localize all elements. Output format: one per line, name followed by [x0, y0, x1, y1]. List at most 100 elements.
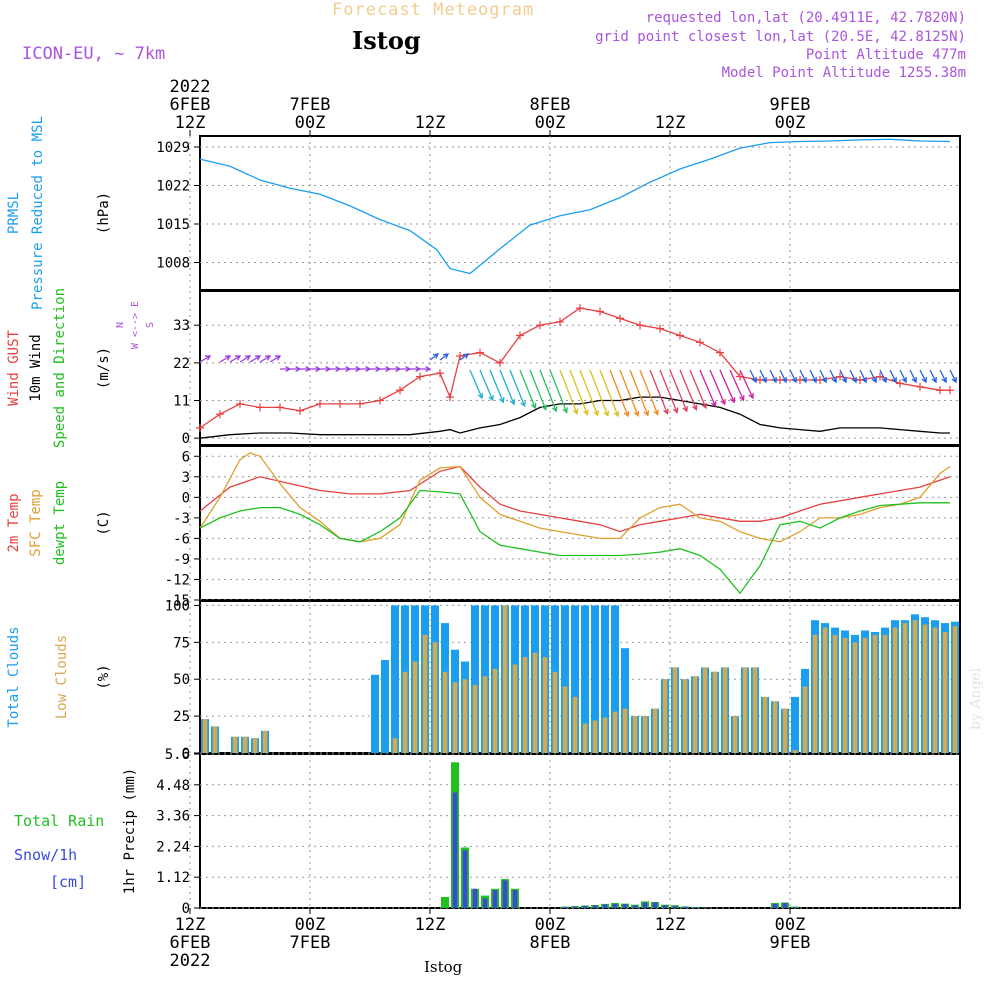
temperature-ytick-label: 6: [182, 449, 190, 465]
precip-legend: [cm]: [50, 873, 86, 891]
gust-marker: [576, 304, 584, 313]
clouds-bar: [882, 634, 888, 753]
temperature-ytick-label: -9: [173, 552, 190, 568]
gust-marker: [556, 317, 564, 326]
wind-direction-arrow: [370, 366, 382, 372]
gust-marker: [516, 331, 524, 340]
wind-direction-arrow: [259, 355, 272, 363]
gust-marker: [236, 399, 244, 408]
gust-marker: [476, 348, 484, 357]
wind-direction-arrow: [949, 369, 957, 384]
requested-coords: requested lon,lat (20.4911E, 42.7820N): [645, 10, 966, 26]
gust-marker: [416, 372, 424, 381]
time-label-top: 00Z: [295, 113, 326, 133]
clouds-bar: [502, 605, 508, 753]
clouds-bar: [202, 719, 208, 753]
wind-direction-arrow: [739, 369, 754, 400]
clouds-bar: [832, 634, 838, 753]
temperature-ytick-label: -12: [165, 572, 190, 588]
time-label-top: 12Z: [655, 113, 686, 133]
clouds-bar: [712, 671, 718, 753]
gust-marker: [536, 321, 544, 330]
clouds-bar: [462, 679, 468, 753]
clouds-bar: [391, 605, 399, 753]
pressure-panel: 1008 1015 1022 1029 PRMSL Pressure Reduced to…: [6, 116, 961, 310]
precip-bar: [482, 898, 488, 908]
gust-marker: [716, 348, 724, 357]
clouds-bar: [872, 634, 878, 753]
clouds-bar: [822, 627, 828, 753]
clouds-bar: [262, 730, 268, 753]
gust-marker: [276, 403, 284, 412]
wind-direction-arrow: [499, 369, 516, 406]
wind-direction-arrow: [280, 366, 292, 372]
wind-direction-arrow: [579, 369, 599, 417]
wind-direction-arrow: [919, 369, 927, 384]
wind-ytick-label: 33: [173, 318, 190, 334]
time-label-bottom: 12Z: [415, 915, 446, 935]
gust-marker: [296, 406, 304, 415]
time-label-top: 6FEB: [170, 95, 211, 115]
time-label-bottom: 7FEB: [290, 933, 331, 953]
time-label-top: 8FEB: [530, 95, 571, 115]
wind-direction-arrow: [779, 369, 787, 384]
gust-marker: [596, 307, 604, 316]
clouds-bar: [472, 685, 478, 753]
wind-direction-arrow: [400, 366, 412, 372]
clouds-bar: [912, 620, 918, 753]
gust-marker: [946, 386, 954, 395]
wind-direction-arrow: [819, 369, 827, 384]
time-label-top: 2022: [170, 77, 211, 97]
gust-marker: [446, 393, 454, 402]
gust-marker: [316, 399, 324, 408]
clouds-bar: [591, 605, 599, 753]
precip-ytick-label: 1.12: [156, 870, 190, 886]
wind-direction-arrow: [310, 366, 322, 372]
clouds-bar: [932, 627, 938, 753]
clouds-bar: [752, 667, 758, 753]
wind-direction-arrow: [869, 369, 877, 384]
compass-s: S: [145, 322, 156, 328]
clouds-bar: [601, 605, 609, 753]
temperature-ytick-label: 3: [182, 470, 190, 486]
pressure-ylabel: Pressure Reduced to MSL: [30, 116, 46, 310]
clouds-bar: [592, 720, 598, 753]
wind-direction-arrow: [569, 369, 589, 416]
temperature-ytick-label: -15: [165, 593, 190, 609]
clouds-bar: [632, 716, 638, 753]
time-label-bottom: 00Z: [295, 915, 326, 935]
wind-direction-arrow: [380, 366, 392, 372]
wind-direction-arrow: [439, 353, 450, 361]
precip-bar: [632, 905, 638, 909]
precip-bar: [502, 880, 508, 908]
wind-ytick-label: 22: [173, 356, 190, 372]
temperature-series-line: [199, 465, 951, 533]
temperature-panel: -15 -12 -9 -6 -3 0 3 6 2m Temp SFC Temp dewpt Temp…: [6, 445, 961, 609]
wind-direction-arrow: [539, 369, 558, 413]
clouds-bar: [682, 679, 688, 753]
wind-ylabel: 10m Wind: [28, 334, 44, 401]
wind-direction-arrow: [749, 369, 757, 384]
temperature-ylabel: SFC Temp: [28, 489, 44, 556]
gust-marker: [676, 331, 684, 340]
gust-marker: [196, 423, 204, 432]
clouds-bar: [402, 671, 408, 753]
precip-bar: [662, 905, 668, 909]
wind-direction-arrow: [679, 369, 698, 411]
clouds-bar: [561, 605, 569, 753]
wind-direction-arrow: [759, 369, 767, 384]
clouds-bar: [512, 664, 518, 753]
wind-direction-arrow: [829, 369, 837, 384]
precip-bar: [602, 904, 608, 908]
clouds-bar: [702, 667, 708, 753]
precip-ytick-label: 4.48: [156, 778, 190, 794]
time-label-top: 12Z: [175, 113, 206, 133]
clouds-bar: [792, 750, 798, 753]
wind-direction-arrow: [509, 369, 526, 408]
model-label: ICON-EU, ~ 7km: [22, 44, 166, 64]
clouds-bar: [742, 667, 748, 753]
gust-marker: [916, 382, 924, 391]
precip-bar: [622, 904, 628, 908]
compass-we: W <--> E: [130, 301, 141, 349]
